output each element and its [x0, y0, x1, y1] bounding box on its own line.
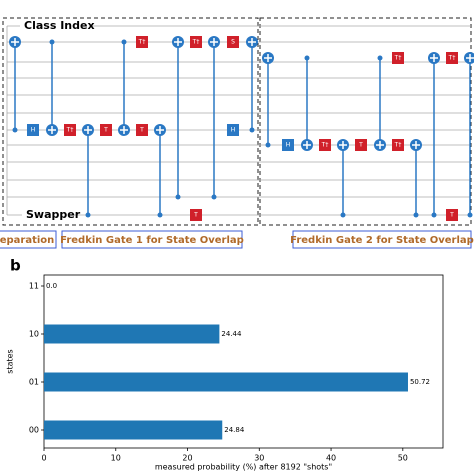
control-dot — [413, 212, 419, 218]
gate-label: T — [358, 142, 363, 149]
y-tick-label: 01 — [29, 378, 39, 387]
plot-frame — [43, 274, 444, 449]
x-tick-label: 30 — [254, 454, 264, 463]
gate-label: T — [449, 212, 454, 219]
target-cross — [376, 141, 384, 149]
gate — [446, 52, 458, 64]
target-cross — [248, 38, 256, 46]
control-dot — [157, 212, 163, 218]
control-dot — [249, 127, 255, 133]
section-label-box — [292, 230, 472, 249]
gate-label: T† — [394, 55, 402, 62]
section-label-box — [61, 230, 243, 249]
gate — [190, 36, 202, 48]
bar — [44, 324, 220, 344]
control-dot — [377, 55, 383, 61]
label-bg — [20, 19, 90, 33]
target-cross — [303, 141, 311, 149]
gate — [64, 124, 76, 136]
target-cross — [466, 54, 474, 62]
gate-label: T† — [394, 142, 402, 149]
x-tick-label: 10 — [111, 454, 121, 463]
control-dot — [265, 142, 271, 148]
gate-label: H — [231, 127, 236, 134]
section-label: eparation — [0, 235, 54, 246]
gate — [190, 209, 202, 221]
gate-label: H — [286, 142, 291, 149]
target-cross — [339, 141, 347, 149]
target-cross — [84, 126, 92, 134]
gate — [227, 124, 239, 136]
control-dot — [175, 194, 181, 200]
target-cross — [264, 54, 272, 62]
y-tick-label: 11 — [29, 282, 39, 291]
gate — [27, 124, 39, 136]
target-cross — [412, 141, 420, 149]
gate — [100, 124, 112, 136]
x-tick-label: 40 — [326, 454, 336, 463]
x-tick-label: 0 — [41, 454, 46, 463]
gate — [136, 124, 148, 136]
gate — [392, 52, 404, 64]
target-cross — [11, 38, 19, 46]
value-label: 0.0 — [46, 282, 57, 290]
control-dot — [211, 194, 217, 200]
gate-label: T† — [192, 39, 200, 46]
x-tick-label: 20 — [182, 454, 192, 463]
wire-label: Class Index — [24, 19, 95, 32]
gate-label: H — [31, 127, 36, 134]
gate-label: T — [193, 212, 198, 219]
label-bg — [22, 208, 74, 222]
gate — [392, 139, 404, 151]
control-dot — [121, 39, 127, 45]
control-dot — [85, 212, 91, 218]
y-axis-title: states — [6, 349, 15, 373]
gate-label: T† — [66, 127, 74, 134]
target-cross — [156, 126, 164, 134]
gate-label: T — [139, 127, 144, 134]
gate — [136, 36, 148, 48]
control-dot — [49, 39, 55, 45]
target-cross — [430, 54, 438, 62]
control-dot — [304, 55, 310, 61]
gate-label: S — [231, 39, 235, 46]
gate — [355, 139, 367, 151]
x-axis-title: measured probability (%) after 8192 "sho… — [155, 463, 332, 472]
y-tick-label: 10 — [29, 330, 39, 339]
gate-label: T† — [138, 39, 146, 46]
value-label: 50.72 — [410, 378, 430, 386]
y-tick-label: 00 — [29, 426, 39, 435]
control-dot — [467, 212, 473, 218]
section-box — [259, 17, 472, 226]
bar — [44, 372, 408, 392]
circuit: Class Index Swapper H T† T T† T T† T S H H T† T T† T† T†… — [6, 19, 474, 222]
gate-label: T† — [448, 55, 456, 62]
control-dot — [12, 127, 18, 133]
gate-label: T† — [321, 142, 329, 149]
gate — [282, 139, 294, 151]
panel-label: b — [10, 257, 21, 275]
gate — [446, 209, 458, 221]
bar — [44, 420, 223, 440]
value-label: 24.84 — [224, 426, 245, 434]
x-tick-label: 50 — [398, 454, 408, 463]
control-dot — [340, 212, 346, 218]
target-cross — [48, 126, 56, 134]
gate — [227, 36, 239, 48]
section-label: Fredkin Gate 1 for State Overlap — [60, 235, 244, 246]
value-label: 24.44 — [221, 330, 242, 338]
section-label-box — [0, 230, 57, 249]
target-cross — [210, 38, 218, 46]
control-dot — [431, 212, 437, 218]
section-label: Fredkin Gate 2 for State Overlap — [290, 235, 474, 246]
target-cross — [120, 126, 128, 134]
gate-label: T — [103, 127, 108, 134]
wire-label: Swapper — [26, 208, 81, 221]
gate — [319, 139, 331, 151]
section-box — [2, 17, 259, 226]
chart: 0 10 20 30 40 50 00 24.84 01 50.72 10 24.44 11 0.0 mea… — [6, 274, 444, 472]
target-cross — [174, 38, 182, 46]
